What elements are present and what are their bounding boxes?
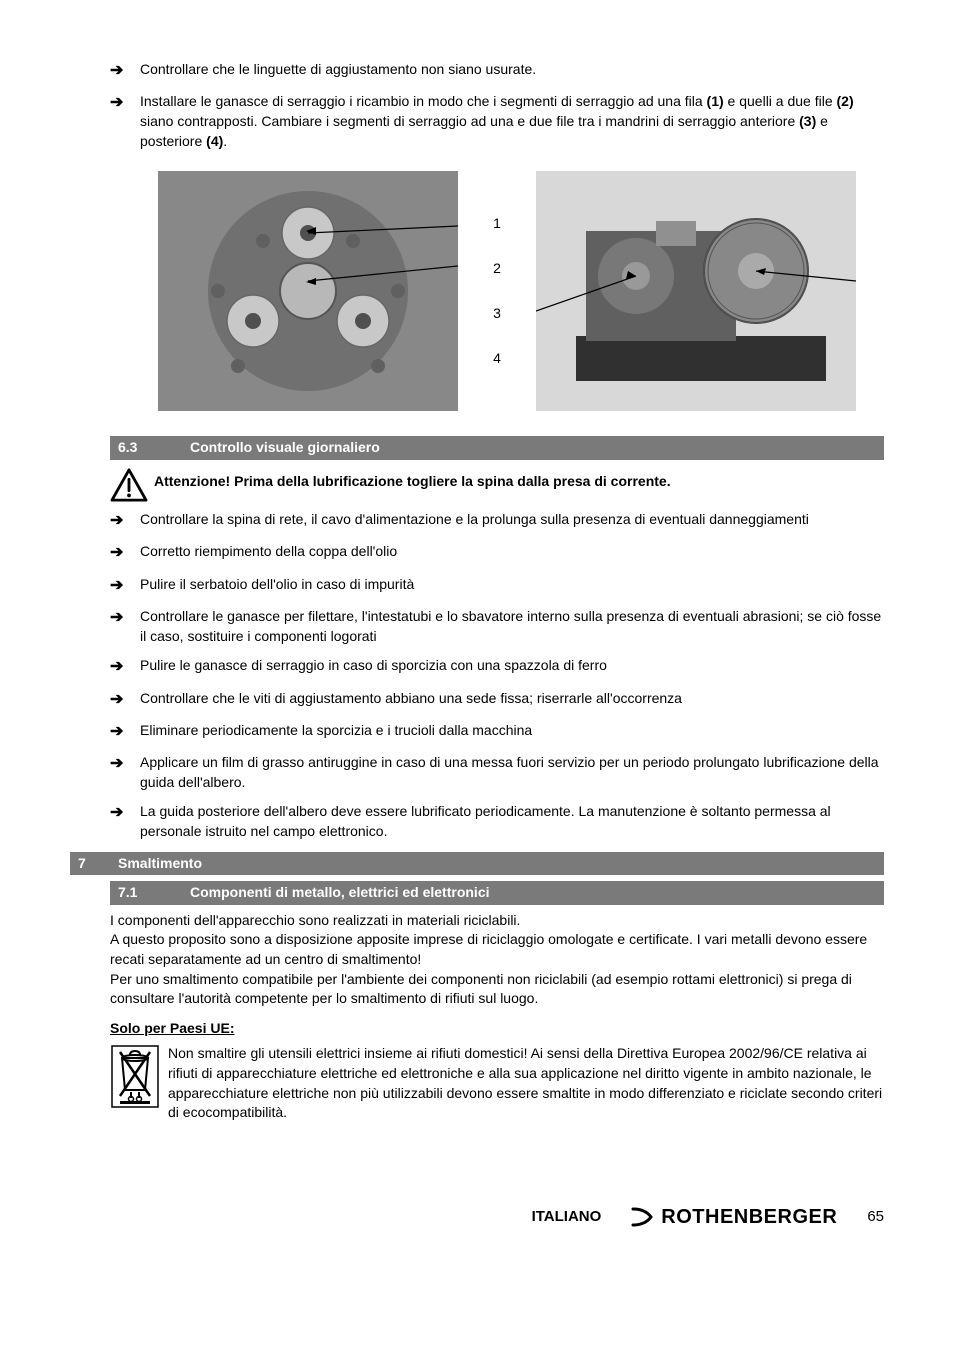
arrow-right-icon: ➔ <box>110 689 140 711</box>
bullet-item: ➔La guida posteriore dell'albero deve es… <box>70 802 884 841</box>
arrow-right-icon: ➔ <box>110 575 140 597</box>
bullet-item: ➔ Controllare che le linguette di aggius… <box>70 60 884 82</box>
figure-row: 1 2 3 4 <box>130 171 884 411</box>
arrow-right-icon: ➔ <box>110 542 140 564</box>
bullet-text: Applicare un film di grasso antiruggine … <box>140 753 884 792</box>
page-number: 65 <box>867 1206 884 1227</box>
warning-text: Attenzione! Prima della lubrificazione t… <box>154 468 671 492</box>
bullet-item: ➔Eliminare periodicamente la sporcizia e… <box>70 721 884 743</box>
body-text-71: I componenti dell'apparecchio sono reali… <box>110 911 884 1009</box>
brand-name: ROTHENBERGER <box>661 1203 837 1231</box>
weee-text: Non smaltire gli utensili elettrici insi… <box>168 1044 884 1122</box>
arrow-right-icon: ➔ <box>110 60 140 82</box>
bullet-item: ➔Controllare la spina di rete, il cavo d… <box>70 510 884 532</box>
arrow-right-icon: ➔ <box>110 92 140 151</box>
bullet-text: Controllare che le viti di aggiustamento… <box>140 689 884 711</box>
section-title: Smaltimento <box>118 854 202 874</box>
weee-icon <box>110 1044 160 1109</box>
bullet-text: La guida posteriore dell'albero deve ess… <box>140 802 884 841</box>
bullet-text: Controllare le ganasce per filettare, l'… <box>140 607 884 646</box>
weee-row: Non smaltire gli utensili elettrici insi… <box>110 1044 884 1122</box>
section-header-7: 7 Smaltimento <box>70 852 884 876</box>
section-number: 7 <box>78 854 118 874</box>
brand-logo: ROTHENBERGER <box>631 1203 837 1231</box>
bullet-text: Eliminare periodicamente la sporcizia e … <box>140 721 884 743</box>
arrow-right-icon: ➔ <box>110 510 140 532</box>
bullet-item: ➔Pulire il serbatoio dell'olio in caso d… <box>70 575 884 597</box>
arrow-right-icon: ➔ <box>110 656 140 678</box>
warning-row: Attenzione! Prima della lubrificazione t… <box>110 468 884 502</box>
arrow-right-icon: ➔ <box>110 607 140 646</box>
section-title: Componenti di metallo, elettrici ed elet… <box>190 883 490 903</box>
figure-number-labels: 1 2 3 4 <box>493 171 501 411</box>
arrow-right-icon: ➔ <box>110 721 140 743</box>
bullet-text: Corretto riempimento della coppa dell'ol… <box>140 542 884 564</box>
bullet-text: Controllare la spina di rete, il cavo d'… <box>140 510 884 532</box>
figure-chuck-front <box>158 171 458 411</box>
label-4: 4 <box>493 349 501 369</box>
bullet-text: Controllare che le linguette di aggiusta… <box>140 60 884 82</box>
language-label: ITALIANO <box>532 1206 602 1227</box>
section-number: 6.3 <box>118 438 190 458</box>
ue-heading: Solo per Paesi UE: <box>110 1019 884 1039</box>
bullet-item: ➔ Installare le ganasce di serraggio i r… <box>70 92 884 151</box>
section-title: Controllo visuale giornaliero <box>190 438 380 458</box>
bullet-text: Installare le ganasce di serraggio i ric… <box>140 92 884 151</box>
arrow-right-icon: ➔ <box>110 753 140 792</box>
section-number: 7.1 <box>118 883 190 903</box>
page-footer: ITALIANO ROTHENBERGER 65 <box>70 1203 884 1231</box>
label-2: 2 <box>493 259 501 279</box>
brand-arrows-icon <box>631 1206 659 1228</box>
bullet-item: ➔Applicare un film di grasso antiruggine… <box>70 753 884 792</box>
bullet-item: ➔Controllare che le viti di aggiustament… <box>70 689 884 711</box>
bullet-item: ➔Pulire le ganasce di serraggio in caso … <box>70 656 884 678</box>
section-header-63: 6.3 Controllo visuale giornaliero <box>110 436 884 460</box>
label-1: 1 <box>493 214 501 234</box>
arrow-right-icon: ➔ <box>110 802 140 841</box>
label-3: 3 <box>493 304 501 324</box>
figure-machine-side <box>536 171 856 411</box>
bullet-item: ➔Controllare le ganasce per filettare, l… <box>70 607 884 646</box>
bullet-text: Pulire le ganasce di serraggio in caso d… <box>140 656 884 678</box>
warning-icon <box>110 468 148 502</box>
section-header-71: 7.1 Componenti di metallo, elettrici ed … <box>110 881 884 905</box>
bullet-text: Pulire il serbatoio dell'olio in caso di… <box>140 575 884 597</box>
bullet-item: ➔Corretto riempimento della coppa dell'o… <box>70 542 884 564</box>
